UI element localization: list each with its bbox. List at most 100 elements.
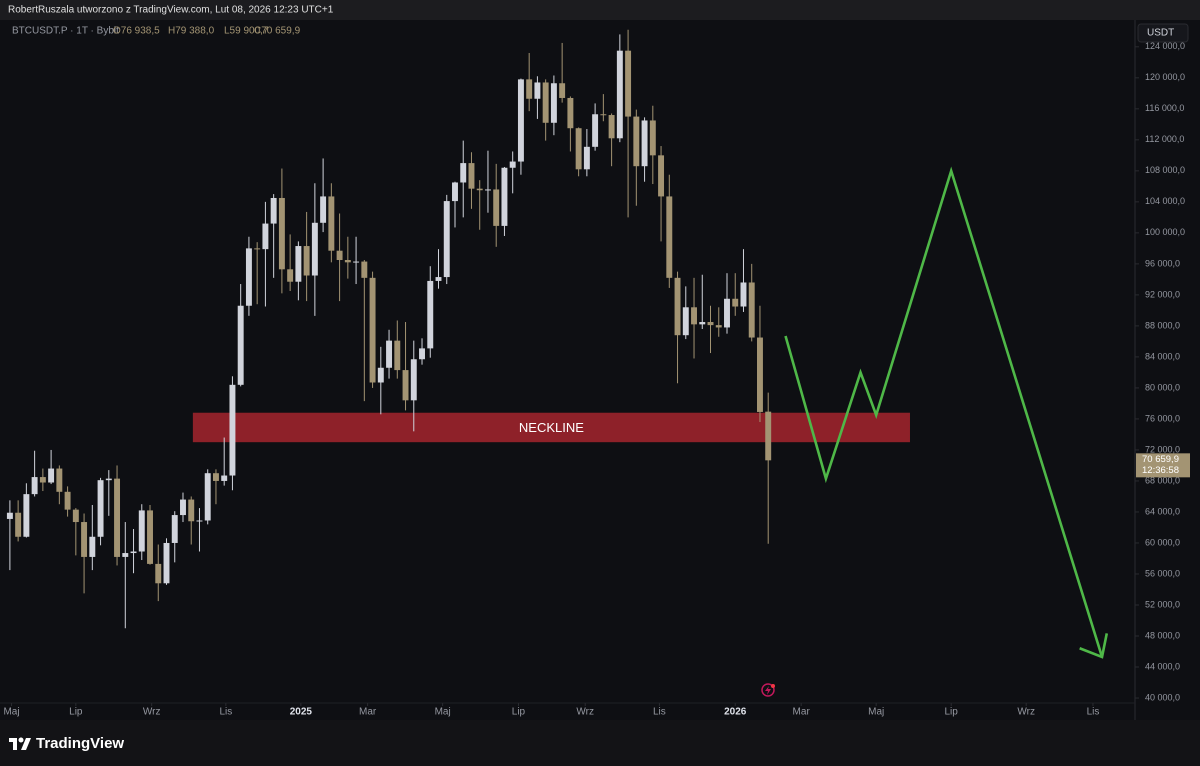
candle-body [509,161,516,168]
candle-body [765,411,772,461]
neckline-label: NECKLINE [519,420,584,435]
price-tag [1136,453,1190,478]
y-tick-label: 60 000,0 [1145,537,1180,547]
candle-body [311,222,318,276]
candle-body [600,114,607,116]
candle-body [23,494,30,537]
logo[interactable]: TradingView [9,735,124,752]
candle-body [732,298,739,307]
candle-body [245,248,252,306]
candle-body [484,189,491,191]
candle-body [377,367,384,383]
candle-body [328,196,335,251]
candles [6,29,772,629]
candle-body [155,563,162,584]
candle-body [171,515,178,543]
alert-dot[interactable] [771,684,775,688]
candle-body [361,261,368,278]
y-tick-label: 40 000,0 [1145,692,1180,702]
ohlc-open: O76 938,5 [113,26,160,37]
footer-bg [0,720,1200,766]
candle-body [748,282,755,338]
candle-body [39,477,46,483]
candle-body [262,223,269,250]
candle-body [567,97,574,129]
candle-body [452,182,458,202]
candle-body [583,146,590,170]
y-tick-label: 56 000,0 [1145,568,1180,578]
logo-dot[interactable] [18,737,24,743]
y-tick-label: 92 000,0 [1145,289,1180,299]
candle-body [740,282,747,307]
y-tick-label: 88 000,0 [1145,320,1180,330]
candle-body [592,114,599,147]
y-tick-label: 52 000,0 [1145,599,1180,609]
candle-body [229,384,236,476]
candle-body [699,322,706,325]
candle-body [435,277,442,281]
x-tick-label: 2026 [724,707,747,718]
arrow-head [1079,633,1109,659]
candle-body [427,280,434,349]
candle-body [559,83,566,98]
logo-text[interactable]: TradingView [36,735,124,752]
currency-box[interactable] [1137,23,1189,43]
candle-body [48,468,55,483]
y-tick-label: 84 000,0 [1145,351,1180,361]
x-tick-label: Lis [653,707,666,718]
top-bar [0,0,1200,20]
candle-body [287,269,294,282]
x-tick-label: 2025 [290,707,313,718]
logo-mark[interactable] [9,738,31,750]
y-tick-label: 120 000,0 [1145,72,1185,82]
neckline-zone [192,412,910,443]
x-tick-label: Maj [868,707,884,718]
candle-body [105,478,112,481]
candle-body [6,512,13,519]
ohlc-low: L59 900,7 [224,26,269,37]
x-tick-label: Maj [435,707,451,718]
candle-body [188,499,195,522]
y-tick-label: 100 000,0 [1145,227,1185,237]
candle-body [468,163,475,189]
candle-body [493,189,500,226]
candle-body [386,340,393,368]
candle-body [476,188,483,191]
plot-bg [0,20,1200,720]
candle-body [691,307,697,325]
x-tick-label: Lis [219,707,232,718]
alert-bolt[interactable] [765,686,771,695]
price-tag-countdown: 12:36:58 [1142,465,1179,476]
y-tick-label: 64 000,0 [1145,506,1180,516]
candle-body [419,348,425,360]
y-tick-label: 112 000,0 [1145,134,1184,144]
candle-body [254,248,261,250]
candle-body [114,478,121,557]
x-tick-label: Lip [69,707,83,718]
alert-ring[interactable] [761,683,775,697]
y-tick-label: 76 000,0 [1145,413,1180,423]
candle-body [270,197,277,224]
candle-body [724,298,730,328]
candle-body [72,509,79,523]
candle-body [550,83,557,123]
y-tick-label: 48 000,0 [1145,630,1180,640]
candle-body [122,553,129,557]
x-tick-label: Lip [512,707,526,718]
candle-body [212,473,219,481]
symbol: BTCUSDT.P · 1T · Bybit [12,26,119,37]
candle-body [320,196,327,223]
candle-body [517,79,524,162]
projection-line [784,166,1104,658]
ohlc-close: C70 659,9 [254,26,301,37]
y-tick-label: 108 000,0 [1145,165,1185,175]
x-tick-label: Wrz [143,707,161,718]
attribution: RobertRuszala utworzono z TradingView.co… [8,5,334,16]
alert-icon[interactable] [761,683,775,697]
x-tick-label: Maj [3,707,19,718]
candle-body [649,120,656,156]
currency[interactable]: USDT [1147,28,1174,39]
ohlc-high: H79 388,0 [168,26,215,37]
candle-body [221,475,228,481]
